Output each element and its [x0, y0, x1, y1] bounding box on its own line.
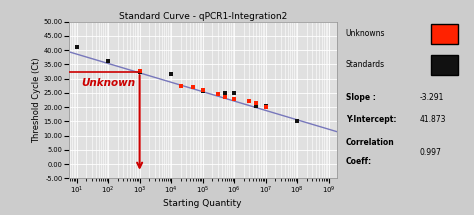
Point [293, 120, 301, 123]
Point [177, 84, 184, 88]
Text: -3.291: -3.291 [420, 93, 444, 102]
FancyBboxPatch shape [431, 24, 458, 44]
Text: Coeff:: Coeff: [346, 157, 372, 166]
Text: Slope :: Slope : [346, 93, 375, 102]
Text: Correlation: Correlation [346, 138, 394, 147]
Point [262, 104, 269, 108]
Text: 0.997: 0.997 [420, 147, 442, 157]
Point [199, 90, 206, 93]
Point [252, 101, 260, 104]
Point [104, 60, 112, 63]
Text: Unknowns: Unknowns [346, 29, 385, 38]
Point [214, 92, 221, 96]
Text: Y-Intercept:: Y-Intercept: [346, 115, 396, 124]
Point [252, 104, 260, 108]
Point [221, 91, 228, 95]
Text: Standards: Standards [346, 60, 385, 69]
Point [262, 105, 269, 109]
Point [189, 85, 197, 89]
Point [136, 70, 144, 73]
Point [136, 71, 144, 74]
Point [221, 95, 228, 99]
Point [199, 88, 206, 92]
Y-axis label: Threshold Cycle (Ct): Threshold Cycle (Ct) [32, 57, 41, 143]
FancyBboxPatch shape [431, 55, 458, 75]
Title: Standard Curve - qPCR1-Integration2: Standard Curve - qPCR1-Integration2 [118, 12, 287, 21]
Point [73, 45, 81, 48]
Point [230, 91, 238, 95]
Point [230, 97, 238, 100]
Text: Unknown: Unknown [82, 78, 136, 88]
X-axis label: Starting Quantity: Starting Quantity [164, 199, 242, 208]
Point [167, 73, 175, 76]
Point [246, 100, 253, 103]
Text: 41.873: 41.873 [420, 115, 447, 124]
